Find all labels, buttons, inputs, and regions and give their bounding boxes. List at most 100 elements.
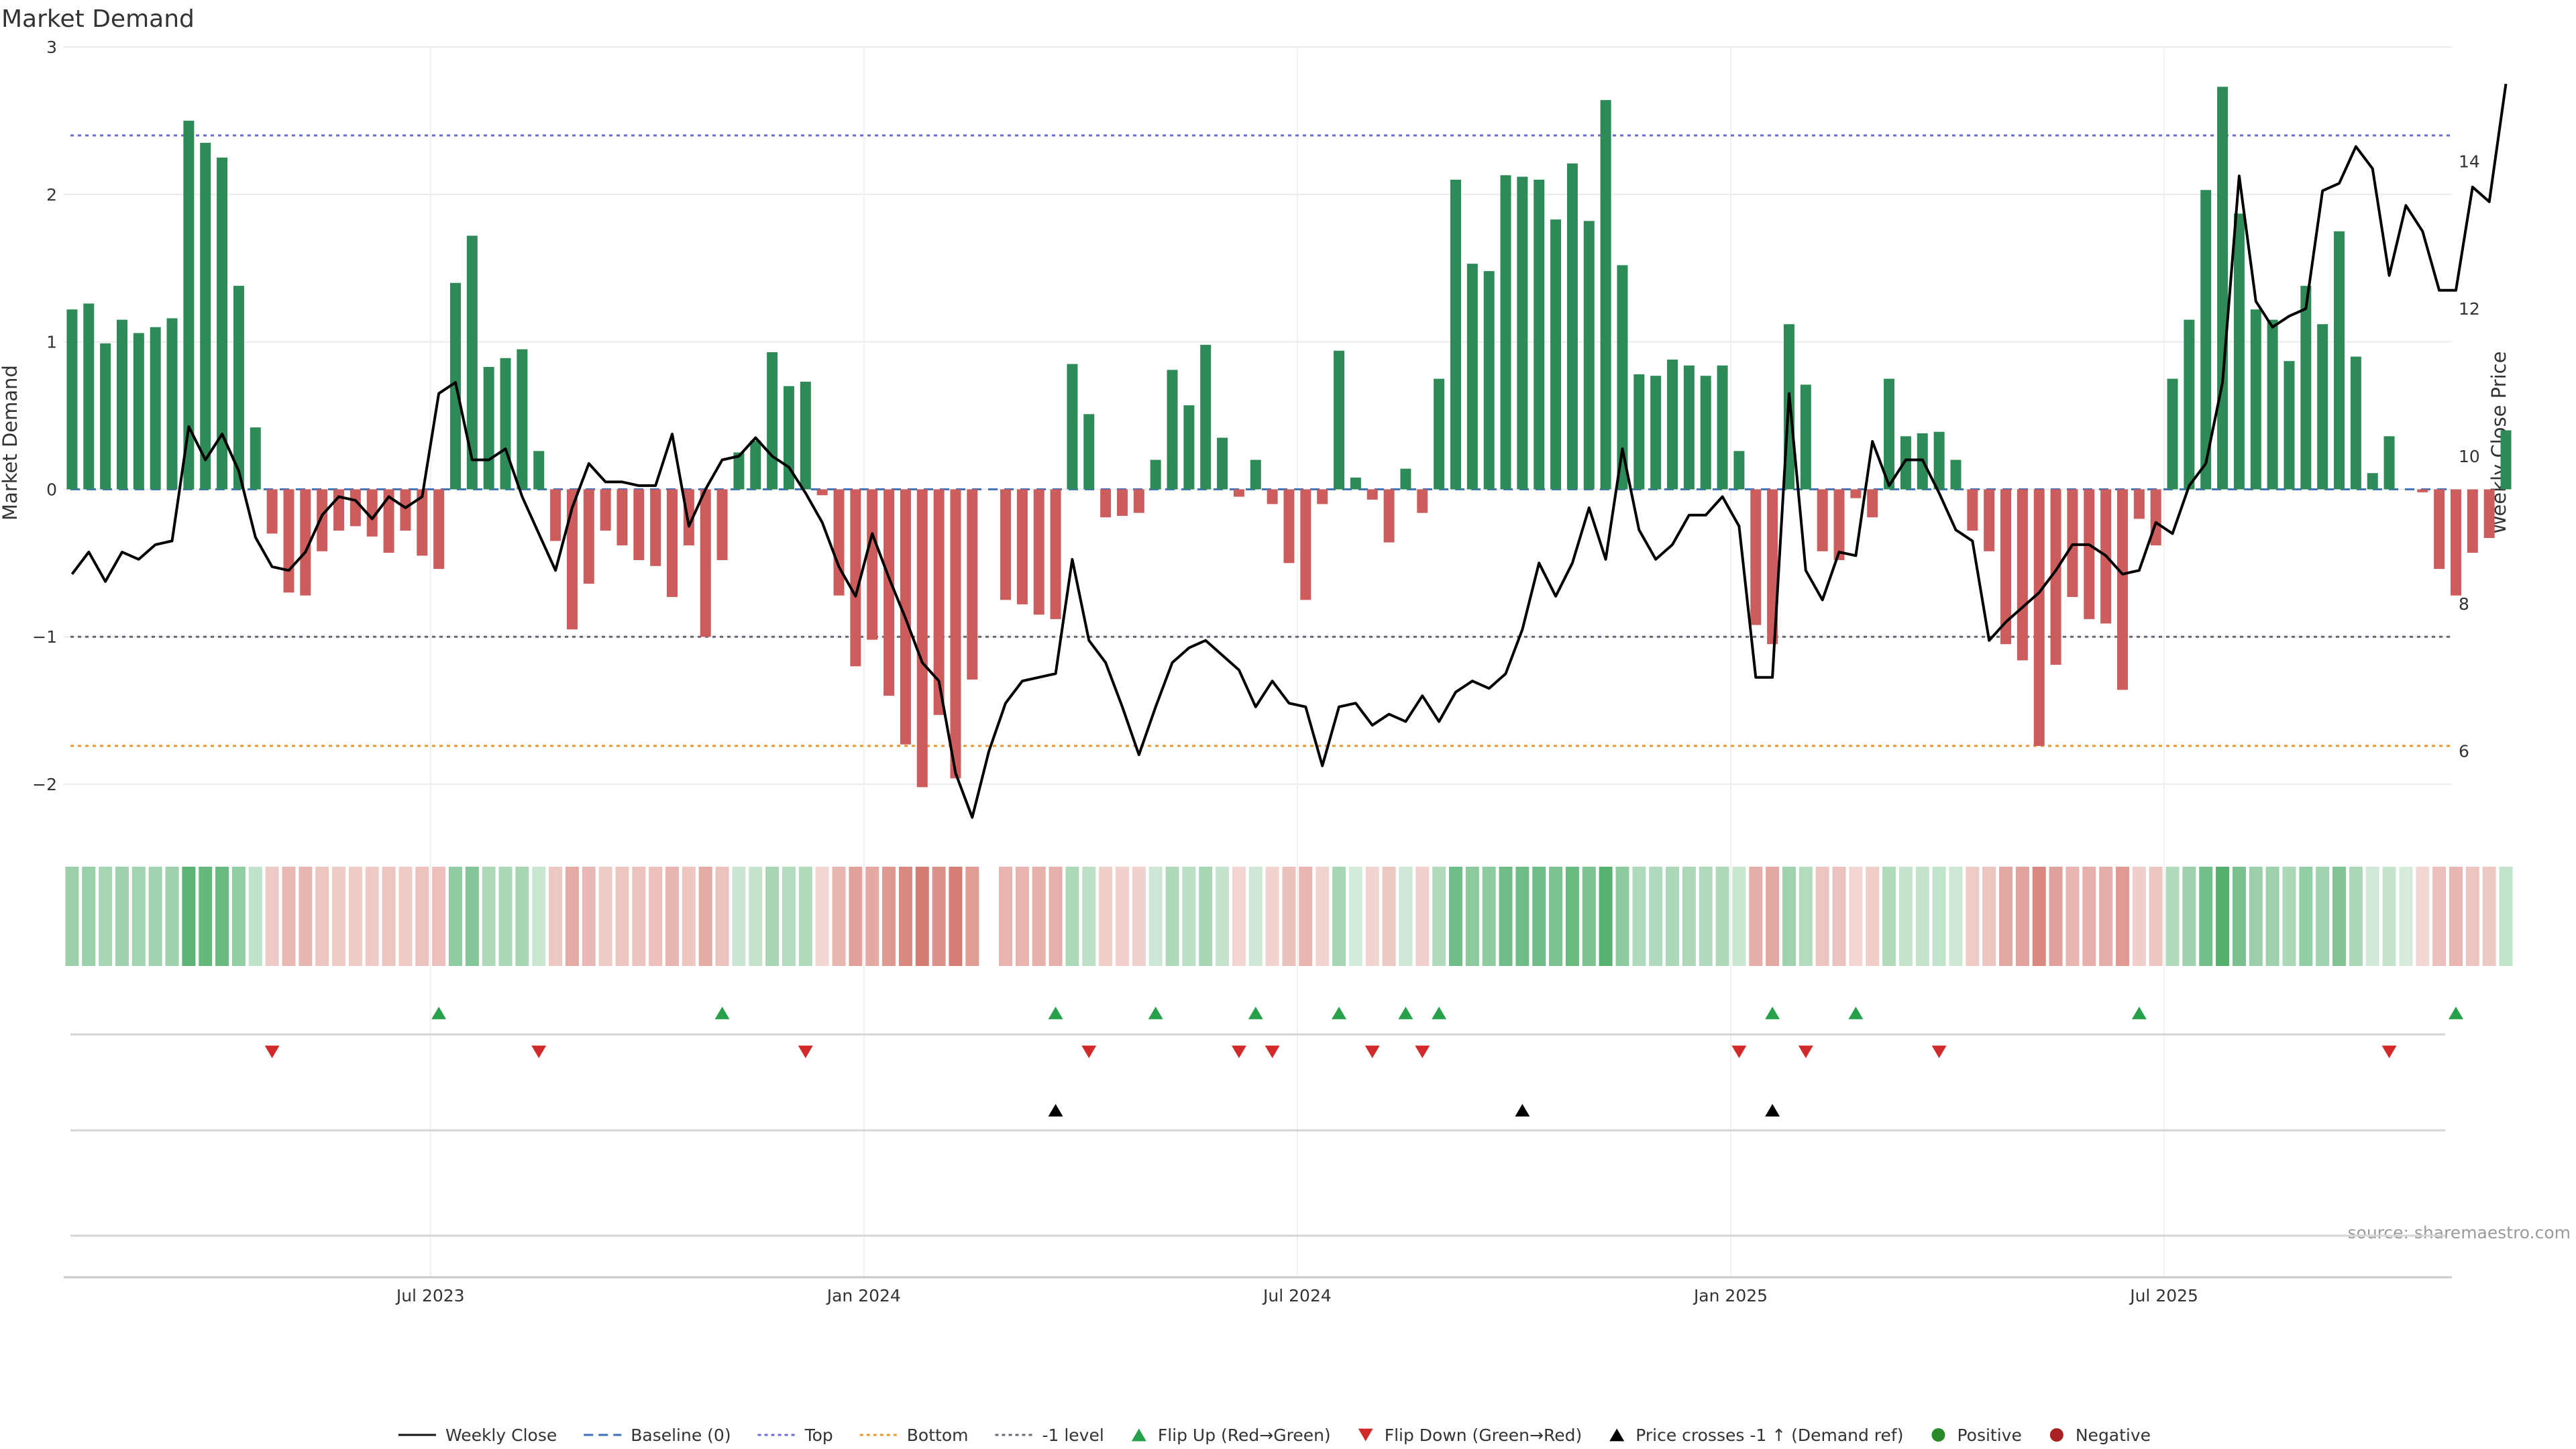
flip-down-marker xyxy=(1364,1045,1380,1059)
heat-cell xyxy=(2349,867,2363,966)
x-tick-label: Jul 2025 xyxy=(2129,1286,2198,1305)
demand-bar xyxy=(1317,489,1328,504)
demand-bar xyxy=(1984,489,1995,551)
heat-cell xyxy=(1165,867,1179,966)
heat-cell xyxy=(348,867,362,966)
heat-cell xyxy=(1682,867,1696,966)
heat-cell xyxy=(432,867,446,966)
demand-bar xyxy=(1884,378,1895,490)
demand-bar xyxy=(733,452,745,490)
heat-cell xyxy=(1766,867,1780,966)
demand-bar xyxy=(2116,489,2128,690)
legend-label: Price crosses -1 ↑ (Demand ref) xyxy=(1635,1426,1903,1445)
demand-bar xyxy=(1750,489,1762,625)
demand-bar xyxy=(1100,489,1112,518)
flip-down-marker xyxy=(798,1045,813,1059)
heat-cell xyxy=(1148,867,1163,966)
demand-bar xyxy=(1016,489,1028,604)
demand-bar xyxy=(1550,219,1562,490)
demand-bar xyxy=(1534,179,1545,490)
y-tick-label: 2 xyxy=(46,185,57,205)
heat-cell xyxy=(482,867,496,966)
heat-cell xyxy=(598,867,612,966)
heat-cell xyxy=(2216,867,2230,966)
x-tick-label: Jul 2024 xyxy=(1262,1286,1332,1305)
flip-up-marker xyxy=(1398,1006,1413,1020)
heat-cell xyxy=(1415,867,1430,966)
heat-cell xyxy=(1915,867,1929,966)
heat-cell xyxy=(148,867,162,966)
demand-bar xyxy=(1083,414,1095,490)
heat-cell xyxy=(1199,867,1213,966)
heat-cell xyxy=(1216,867,1230,966)
heat-cell xyxy=(1282,867,1296,966)
heat-cell xyxy=(332,867,346,966)
heat-cell xyxy=(1032,867,1046,966)
demand-bar xyxy=(1233,489,1244,497)
heat-cell xyxy=(1715,867,1729,966)
demand-bar xyxy=(550,489,561,541)
demand-bar xyxy=(1150,460,1161,490)
flip-down-marker xyxy=(531,1045,547,1059)
heat-cell xyxy=(2449,867,2463,966)
demand-bar xyxy=(133,333,144,490)
legend-swatch xyxy=(1609,1428,1625,1442)
heat-cell xyxy=(182,867,196,966)
flip-up-marker xyxy=(1848,1006,1864,1020)
demand-bar xyxy=(833,489,845,596)
heat-strip xyxy=(65,867,2513,966)
demand-bar xyxy=(2033,489,2045,746)
heat-cell xyxy=(1448,867,1462,966)
demand-bar xyxy=(2167,378,2178,490)
demand-bar xyxy=(867,489,878,640)
heat-cell xyxy=(1815,867,1829,966)
heat-cell xyxy=(2032,867,2046,966)
reference-lines xyxy=(70,134,2452,747)
heat-cell xyxy=(999,867,1013,966)
demand-bar xyxy=(2067,489,2078,597)
heat-cell xyxy=(2465,867,2479,966)
demand-bar xyxy=(933,489,945,715)
heat-cell xyxy=(1115,867,1129,966)
heat-cell xyxy=(199,867,213,966)
y-tick-label: −2 xyxy=(32,775,57,794)
heat-cell xyxy=(2365,867,2379,966)
heat-cell xyxy=(2082,867,2096,966)
heat-cell xyxy=(565,867,579,966)
price-cross-marker xyxy=(1048,1104,1063,1117)
demand-bar xyxy=(1116,489,1128,516)
demand-bar xyxy=(583,489,594,584)
demand-bar xyxy=(183,120,195,490)
flip-up-marker xyxy=(1248,1006,1263,1020)
demand-bar xyxy=(1350,477,1361,490)
x-tick-label: Jul 2023 xyxy=(395,1286,465,1305)
demand-bar xyxy=(2383,436,2395,490)
demand-bar xyxy=(1450,179,1461,490)
price-line-group xyxy=(70,83,2508,819)
heat-cell xyxy=(582,867,596,966)
heat-cell xyxy=(1882,867,1896,966)
demand-bar xyxy=(616,489,628,545)
demand-bar xyxy=(233,286,244,490)
flip-down-marker xyxy=(1931,1045,1947,1059)
demand-bar xyxy=(566,489,578,630)
demand-bar xyxy=(1167,370,1178,490)
heat-cell xyxy=(2182,867,2196,966)
demand-bar xyxy=(1617,265,1628,490)
demand-bar xyxy=(1583,221,1595,490)
flip-up-marker xyxy=(1148,1006,1163,1020)
heat-cell xyxy=(365,867,379,966)
demand-bar xyxy=(1334,350,1345,490)
flip-up-marker xyxy=(2131,1006,2147,1020)
flip-up-marker xyxy=(431,1006,447,1020)
demand-bar xyxy=(667,489,678,597)
demand-bar xyxy=(1700,376,1711,490)
heat-cell xyxy=(82,867,96,966)
demand-bar xyxy=(1400,468,1411,490)
heat-cell xyxy=(1049,867,1063,966)
grid xyxy=(64,46,2452,1278)
demand-bar xyxy=(2467,489,2478,553)
heat-cell xyxy=(1515,867,1529,966)
demand-bar xyxy=(1833,489,1845,560)
